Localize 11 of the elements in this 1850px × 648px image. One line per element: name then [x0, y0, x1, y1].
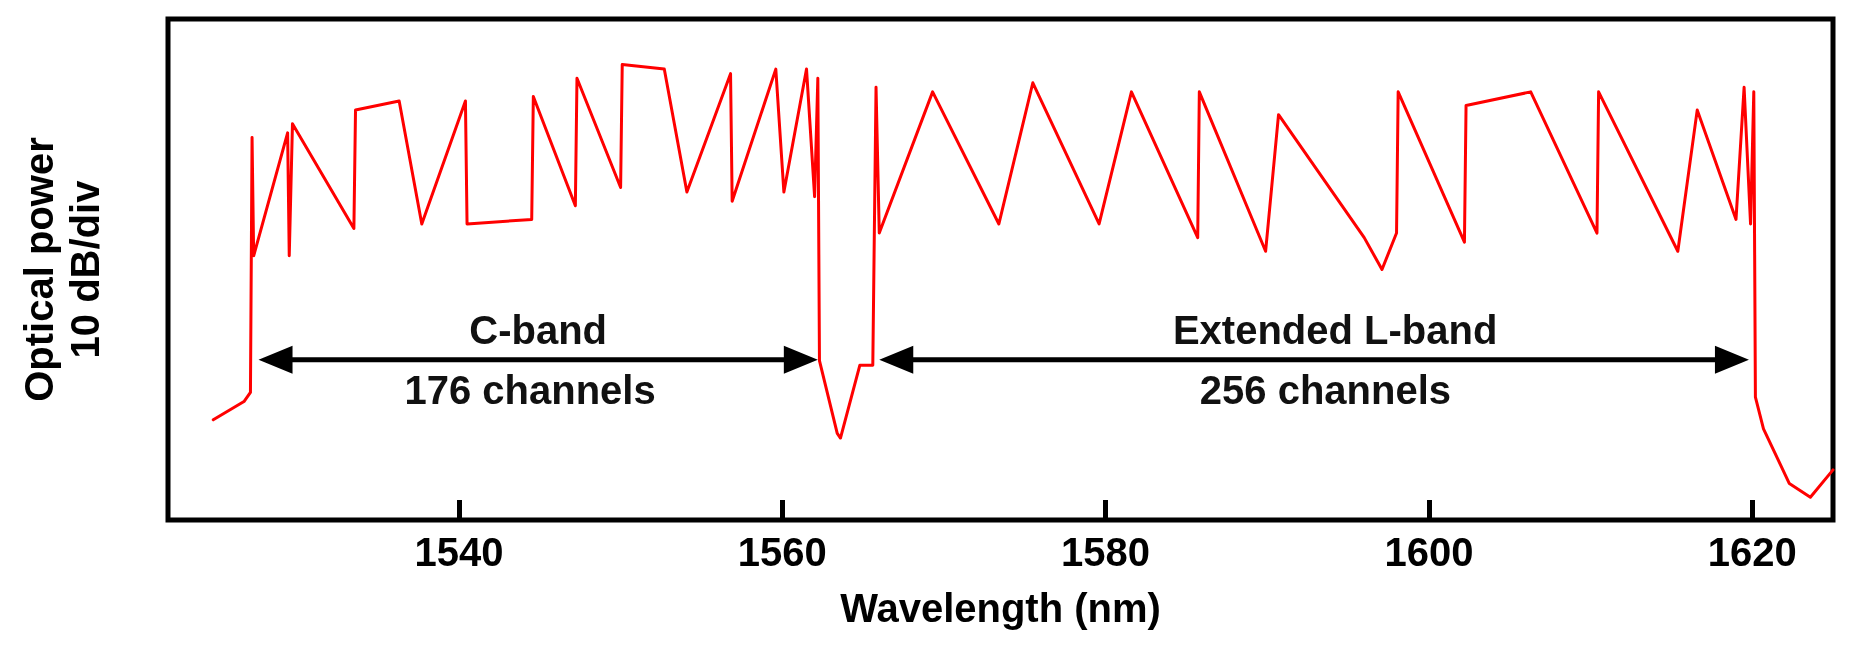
x-tick-label: 1620	[1707, 530, 1797, 574]
x-tick-label: 1580	[1061, 530, 1151, 574]
x-tick-label: 1560	[737, 530, 827, 574]
annotation: Extended L-band	[1172, 307, 1498, 353]
y-axis-title: Optical power 10 dB/div	[17, 137, 107, 402]
annotation: 256 channels	[1199, 367, 1452, 413]
x-tick-label: 1600	[1384, 530, 1474, 574]
x-tick-label: 1540	[414, 530, 504, 574]
annotation: 176 channels	[404, 367, 656, 413]
annotation: C-band	[469, 307, 608, 353]
x-axis-title: Wavelength (nm)	[840, 586, 1161, 630]
